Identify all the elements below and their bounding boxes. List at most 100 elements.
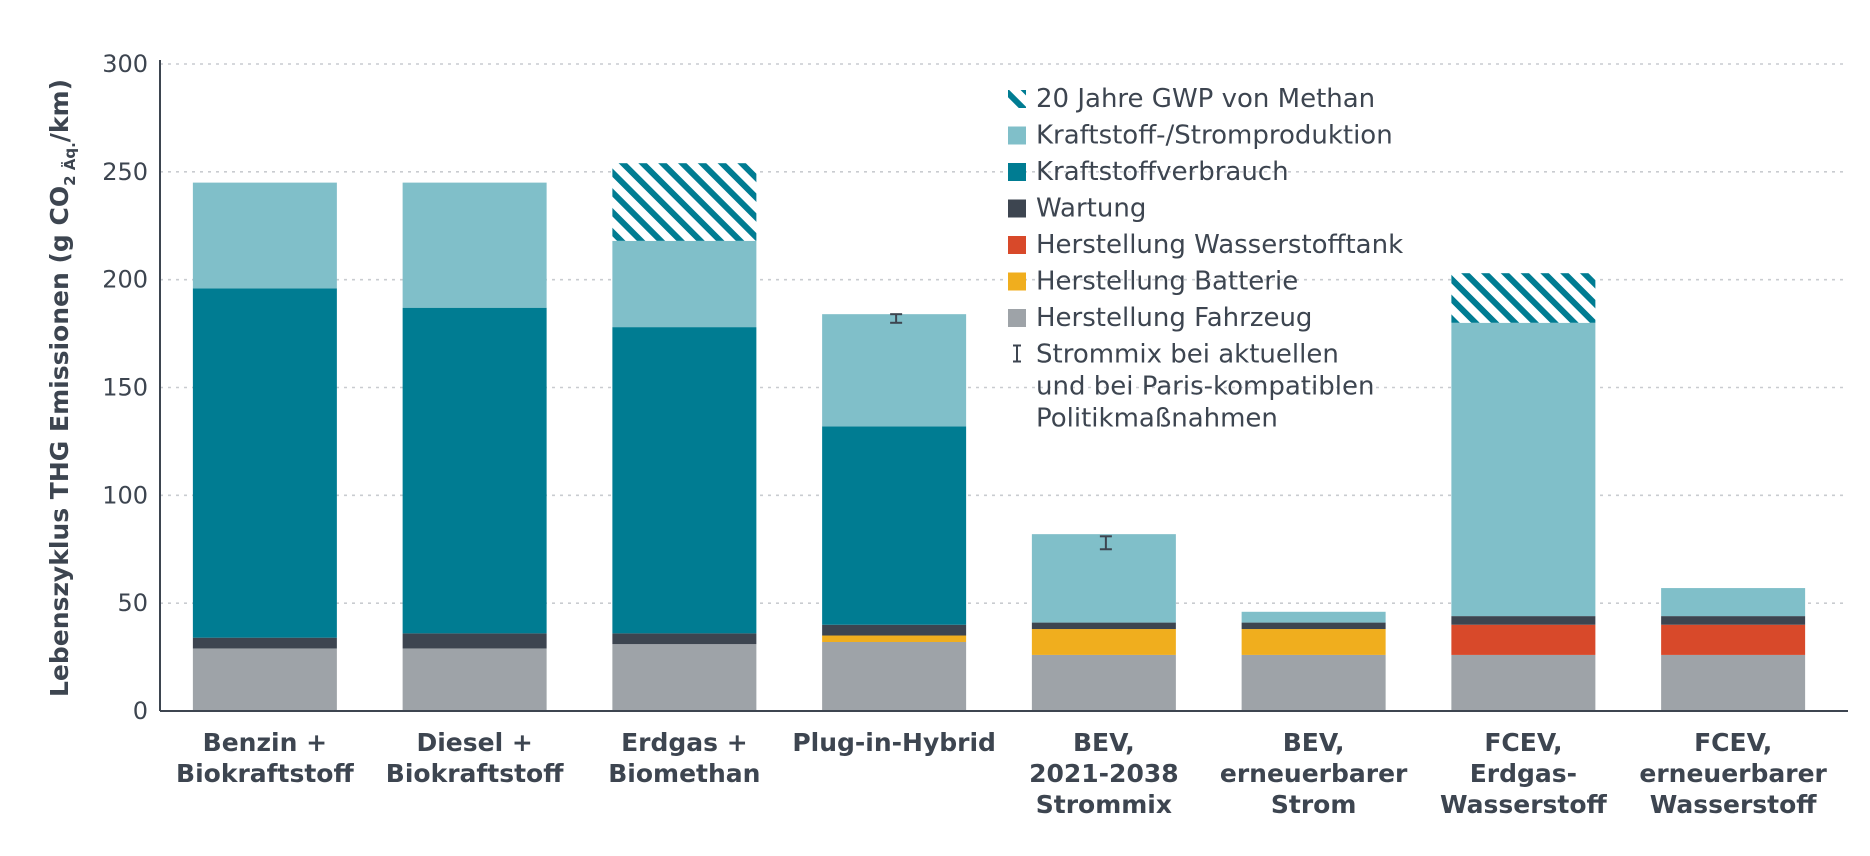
bar-segment-herstellung-batterie-4 — [1031, 629, 1176, 655]
axis-layer: 0 50 100 150 200 250 300 Lebenszyklus THG Emiss… — [45, 50, 1848, 819]
legend-label: Herstellung Wasserstofftank — [1036, 230, 1403, 260]
bar-segment-herstellung-batterie-5 — [1241, 629, 1386, 655]
bar-segment-wartung-0 — [192, 637, 337, 649]
bar-segment-kraftstoff-stromproduktion-3 — [822, 314, 967, 427]
x-category-label-line: Diesel + — [416, 728, 532, 757]
legend-error-label-line: Politikmaßnahmen — [1036, 404, 1278, 434]
legend-item: Wartung — [1008, 194, 1146, 224]
y-tick-label: 0 — [133, 697, 148, 725]
bar-segment-wartung-4 — [1031, 622, 1176, 630]
bar-segment-kraftstoff-stromproduktion-0 — [192, 182, 337, 289]
legend-swatch — [1008, 90, 1026, 108]
legend-swatch — [1008, 126, 1026, 145]
bar-segment-herstellung-wasserstofftank-7 — [1661, 624, 1806, 655]
x-category-label: Benzin + Biokraftstoff — [176, 728, 354, 788]
legend-item-error: Strommix bei aktuellen und bei Paris-komp… — [1013, 340, 1374, 434]
legend-item: Herstellung Wasserstofftank — [1008, 230, 1403, 260]
x-category-label: Plug-in-Hybrid — [792, 728, 996, 757]
bar-segment-wartung-6 — [1451, 616, 1596, 625]
legend-error-label: Strommix bei aktuellen und bei Paris-komp… — [1036, 340, 1374, 434]
bar-segment-wartung-1 — [402, 633, 547, 649]
y-axis-title-subscript: 2 Äq. — [60, 142, 79, 186]
x-category-label-line: Biokraftstoff — [386, 759, 564, 788]
y-tick-label: 150 — [102, 374, 148, 402]
bar-segment-wartung-2 — [612, 633, 757, 645]
x-category-label-line: Erdgas- — [1470, 759, 1577, 788]
y-axis-title-main: Lebenszyklus THG Emissionen (g CO — [45, 186, 74, 697]
bar-segment-kraftstoffverbrauch-3 — [822, 426, 967, 625]
legend-label: 20 Jahre GWP von Methan — [1036, 84, 1375, 114]
error-bar — [890, 313, 903, 324]
legend: 20 Jahre GWP von Methan Kraftstoff-/Strom… — [1008, 84, 1403, 434]
bar-segment-herstellung-fahrzeug-7 — [1661, 654, 1806, 711]
x-category-label: BEV, erneuerbarer Strom — [1220, 728, 1408, 819]
legend-swatch — [1008, 272, 1026, 291]
x-category-label: Diesel + Biokraftstoff — [386, 728, 564, 788]
y-tick-label: 50 — [117, 589, 148, 617]
legend-label: Kraftstoff-/Stromproduktion — [1036, 121, 1393, 151]
bar-segment-kraftstoff-stromproduktion-6 — [1451, 322, 1596, 617]
bar-segment-herstellung-fahrzeug-4 — [1031, 654, 1176, 711]
legend-label: Kraftstoffverbrauch — [1036, 157, 1289, 187]
x-category-label: Erdgas + Biomethan — [608, 728, 760, 788]
x-category-label: FCEV, Erdgas-Wasserstoff — [1440, 728, 1608, 819]
legend-item: Herstellung Fahrzeug — [1008, 303, 1312, 333]
x-category-label-line: Wasserstoff — [1650, 790, 1818, 819]
y-axis-title: Lebenszyklus THG Emissionen (g CO2 Äq./k… — [45, 79, 79, 697]
bar-segment-herstellung-fahrzeug-1 — [402, 648, 547, 711]
x-category-label-line: Biokraftstoff — [176, 759, 354, 788]
legend-swatch — [1008, 199, 1026, 218]
bar-segment-kraftstoff-stromproduktion-1 — [402, 182, 547, 308]
bar-segment-herstellung-fahrzeug-2 — [612, 644, 757, 711]
y-axis-title-end: /km) — [45, 79, 74, 142]
bar-segment-herstellung-wasserstofftank-6 — [1451, 624, 1596, 655]
bar-segment-kraftstoffverbrauch-0 — [192, 288, 337, 638]
x-category-label: BEV, 2021-2038 Strommix — [1029, 728, 1179, 819]
x-category-label-line: FCEV, — [1484, 728, 1562, 757]
bar-segment-herstellung-fahrzeug-6 — [1451, 654, 1596, 711]
bar-segment-kraftstoff-stromproduktion-7 — [1661, 588, 1806, 617]
y-tick-label: 300 — [102, 50, 148, 78]
bar-segment-herstellung-fahrzeug-5 — [1241, 654, 1386, 711]
legend-label: Herstellung Fahrzeug — [1036, 303, 1312, 333]
legend-label: Wartung — [1036, 194, 1146, 224]
bar-segment-herstellung-fahrzeug-0 — [192, 648, 337, 711]
x-category-label-line: Biomethan — [608, 759, 760, 788]
x-category-label-line: FCEV, — [1694, 728, 1772, 757]
bar-segment-kraftstoffverbrauch-2 — [612, 327, 757, 634]
x-category-label: FCEV, erneuerbarer Wasserstoff — [1639, 728, 1827, 819]
legend-item: 20 Jahre GWP von Methan — [1008, 84, 1375, 114]
bar-segment-wartung-7 — [1661, 616, 1806, 625]
x-category-label-line: BEV, — [1073, 728, 1135, 757]
legend-swatch — [1008, 163, 1026, 181]
legend-swatch — [1008, 236, 1026, 254]
legend-swatch — [1008, 309, 1026, 327]
bar-segment-kraftstoff-stromproduktion-2 — [612, 240, 757, 328]
legend-label: Herstellung Batterie — [1036, 267, 1298, 297]
bar-segment-wartung-3 — [822, 624, 967, 636]
bar-segment-kraftstoff-stromproduktion-4 — [1031, 534, 1176, 623]
legend-item: Kraftstoff-/Stromproduktion — [1008, 121, 1393, 151]
bar-segment-20-jahre-gwp-von-methan-6 — [1451, 273, 1596, 323]
x-category-label-line: erneuerbarer — [1220, 759, 1408, 788]
legend-error-label-line: und bei Paris-kompatiblen — [1036, 372, 1374, 402]
bar-segment-kraftstoffverbrauch-1 — [402, 307, 547, 634]
y-tick-label: 200 — [102, 266, 148, 294]
bar-segment-herstellung-batterie-3 — [822, 635, 967, 642]
bar-segment-herstellung-fahrzeug-3 — [822, 641, 967, 711]
x-category-label-line: Strommix — [1036, 790, 1172, 819]
y-tick-label: 100 — [102, 481, 148, 509]
x-category-label-line: erneuerbarer — [1639, 759, 1827, 788]
bar-segment-kraftstoff-stromproduktion-5 — [1241, 611, 1386, 623]
x-category-label-line: 2021-2038 — [1029, 759, 1179, 788]
bar-segment-wartung-5 — [1241, 622, 1386, 630]
x-category-label-line: Plug-in-Hybrid — [792, 728, 996, 757]
x-category-label-line: Benzin + — [203, 728, 327, 757]
legend-item: Herstellung Batterie — [1008, 267, 1298, 297]
x-category-label-line: Strom — [1271, 790, 1357, 819]
legend-item: Kraftstoffverbrauch — [1008, 157, 1289, 187]
y-tick-label: 250 — [102, 158, 148, 186]
x-category-label-line: BEV, — [1283, 728, 1345, 757]
